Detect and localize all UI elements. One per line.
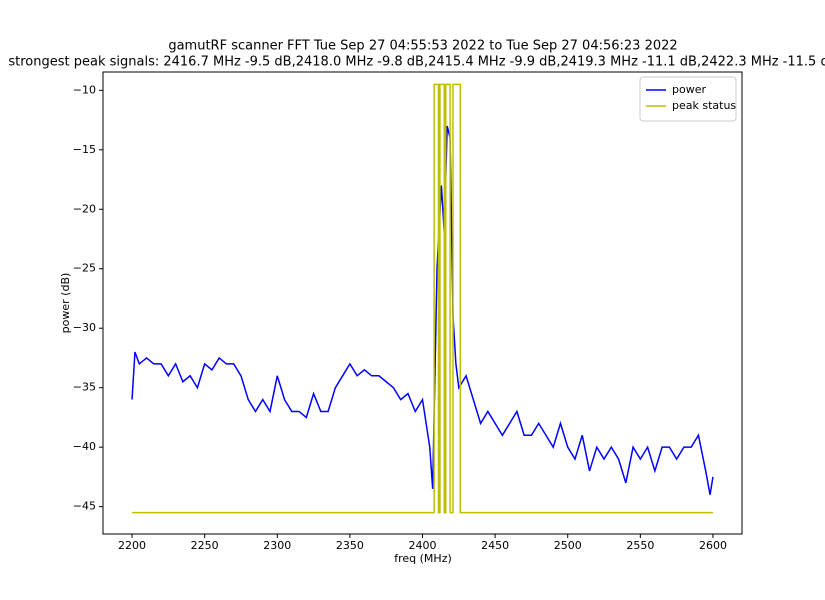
legend-label: power	[672, 83, 706, 96]
series-line	[132, 83, 713, 514]
x-tick-label: 2400	[409, 539, 437, 552]
chart-subtitle: strongest peak signals: 2416.7 MHz -9.5 …	[8, 55, 825, 70]
x-tick-label: 2350	[336, 539, 364, 552]
x-tick-label: 2300	[263, 539, 291, 552]
y-axis-label: power (dB)	[59, 273, 72, 334]
legend-label: peak status	[672, 99, 736, 112]
y-tick-label: −25	[73, 262, 96, 275]
y-tick-label: −40	[73, 440, 96, 453]
y-tick-label: −15	[73, 143, 96, 156]
y-tick-label: −45	[73, 500, 96, 513]
x-tick-label: 2250	[191, 539, 219, 552]
x-tick-label: 2450	[481, 539, 509, 552]
y-tick-label: −20	[73, 202, 96, 215]
legend-box	[639, 76, 737, 122]
y-tick-label: −35	[73, 381, 96, 394]
chart-title: gamutRF scanner FFT Tue Sep 27 04:55:53 …	[168, 39, 677, 54]
x-tick-label: 2500	[554, 539, 582, 552]
x-tick-label: 2200	[118, 539, 146, 552]
plot-frame	[102, 71, 743, 535]
x-axis-label: freq (MHz)	[394, 552, 452, 565]
y-tick-label: −30	[73, 321, 96, 334]
x-tick-label: 2600	[699, 539, 727, 552]
x-tick-label: 2550	[626, 539, 654, 552]
y-tick-label: −10	[73, 83, 96, 96]
